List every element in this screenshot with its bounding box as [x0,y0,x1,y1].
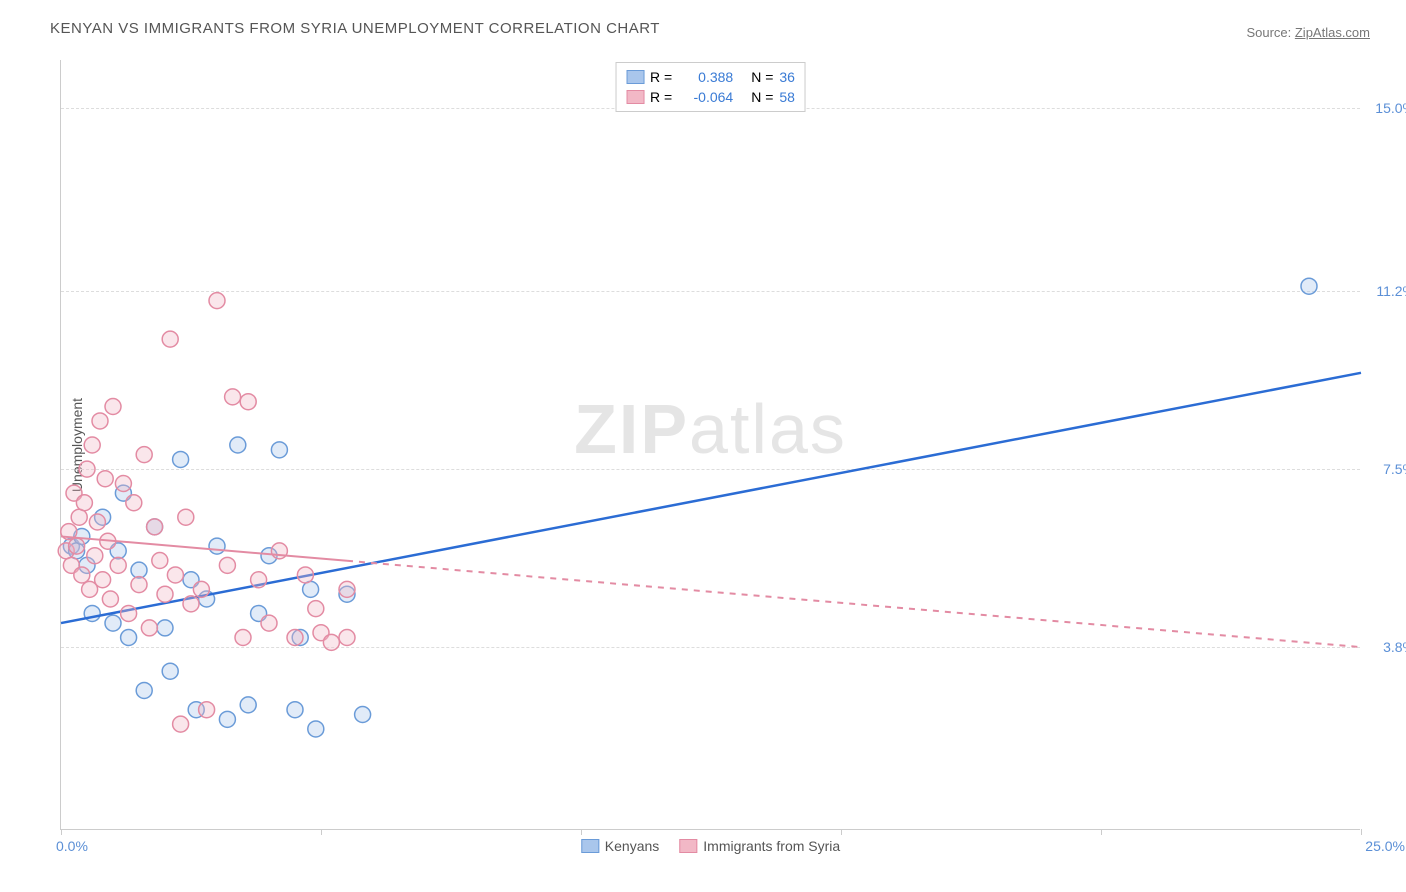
series-swatch [626,90,644,104]
y-tick-label: 3.8% [1383,639,1406,655]
regression-line-dashed [347,561,1361,647]
data-point [87,548,103,564]
data-point [355,707,371,723]
data-point [240,394,256,410]
data-point [79,461,95,477]
data-point [105,615,121,631]
legend-label: Immigrants from Syria [703,838,840,854]
data-point [209,293,225,309]
stats-row: R = 0.388 N = 36 [626,67,795,87]
stats-legend: R = 0.388 N = 36 R = -0.064 N = 58 [615,62,806,112]
data-point [162,331,178,347]
data-point [131,577,147,593]
r-label: R = [650,89,672,105]
data-point [261,615,277,631]
data-point [308,601,324,617]
data-point [199,702,215,718]
data-point [84,437,100,453]
plot-area: ZIPatlas 3.8%7.5%11.2%15.0% R =0.388N =3… [60,60,1360,830]
data-point [308,721,324,737]
data-point [162,663,178,679]
r-label: R = [650,69,672,85]
data-point [167,567,183,583]
chart-title: KENYAN VS IMMIGRANTS FROM SYRIA UNEMPLOY… [50,20,660,37]
data-point [92,413,108,429]
stats-row: R = -0.064 N = 58 [626,87,795,107]
data-point [131,562,147,578]
data-point [141,620,157,636]
data-point [178,509,194,525]
n-value: 36 [779,69,795,85]
data-point [115,476,131,492]
data-point [219,711,235,727]
legend-item: Immigrants from Syria [679,838,840,854]
data-point [157,586,173,602]
legend-label: Kenyans [605,838,659,854]
data-point [193,581,209,597]
legend-item: Kenyans [581,838,659,854]
r-value: 0.388 [678,69,733,85]
data-point [97,471,113,487]
data-point [225,389,241,405]
y-tick-label: 15.0% [1375,100,1406,116]
data-point [297,567,313,583]
data-point [303,581,319,597]
data-point [323,634,339,650]
data-point [110,557,126,573]
data-point [121,605,137,621]
data-point [71,509,87,525]
x-axis-max-label: 25.0% [1365,838,1405,854]
series-legend: Kenyans Immigrants from Syria [581,838,840,854]
data-point [136,682,152,698]
data-point [152,553,168,569]
data-point [251,572,267,588]
data-point [235,630,251,646]
r-value: -0.064 [678,89,733,105]
x-tick [1361,829,1362,835]
y-tick-label: 7.5% [1383,461,1406,477]
legend-swatch [679,839,697,853]
data-point [147,519,163,535]
data-point [339,581,355,597]
source-attribution: Source: ZipAtlas.com [1246,25,1370,40]
data-point [173,451,189,467]
data-point [219,557,235,573]
y-tick-label: 11.2% [1376,283,1406,299]
data-point [209,538,225,554]
n-label: N = [751,69,773,85]
data-point [173,716,189,732]
data-point [95,572,111,588]
legend-swatch [581,839,599,853]
n-value: 58 [779,89,795,105]
data-point [89,514,105,530]
data-point [121,630,137,646]
data-point [287,630,303,646]
data-point [136,447,152,463]
data-point [240,697,256,713]
data-point [126,495,142,511]
data-point [287,702,303,718]
series-swatch [626,70,644,84]
data-point [271,442,287,458]
data-point [230,437,246,453]
data-point [102,591,118,607]
data-point [339,630,355,646]
plot-svg [61,60,1361,830]
data-point [105,399,121,415]
n-label: N = [751,89,773,105]
data-point [74,567,90,583]
data-point [183,596,199,612]
source-link[interactable]: ZipAtlas.com [1295,25,1370,40]
x-axis-min-label: 0.0% [56,838,88,854]
chart-container: KENYAN VS IMMIGRANTS FROM SYRIA UNEMPLOY… [50,10,1390,880]
data-point [157,620,173,636]
data-point [69,538,85,554]
data-point [76,495,92,511]
data-point [1301,278,1317,294]
